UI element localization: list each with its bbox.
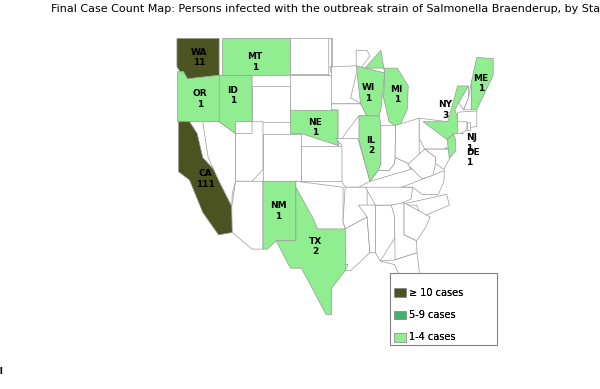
Polygon shape — [471, 58, 493, 110]
Polygon shape — [359, 116, 381, 181]
Text: MI
1: MI 1 — [391, 85, 403, 104]
Polygon shape — [290, 110, 338, 145]
Bar — [394, 288, 406, 297]
Polygon shape — [343, 187, 367, 229]
Text: ME
1: ME 1 — [473, 74, 489, 93]
Text: NM
1: NM 1 — [270, 202, 287, 221]
Text: IL
2: IL 2 — [367, 136, 376, 155]
Text: MT
1: MT 1 — [247, 53, 262, 72]
Polygon shape — [177, 39, 219, 79]
Polygon shape — [467, 122, 470, 130]
Polygon shape — [391, 203, 417, 260]
Polygon shape — [276, 187, 348, 315]
Polygon shape — [401, 170, 445, 194]
Bar — [394, 311, 406, 319]
Polygon shape — [329, 39, 370, 104]
Polygon shape — [365, 50, 408, 125]
Polygon shape — [232, 181, 263, 249]
Text: 1-4 cases: 1-4 cases — [409, 333, 456, 342]
Polygon shape — [458, 86, 469, 110]
Text: 5-9 cases: 5-9 cases — [409, 310, 456, 320]
Title: Final Case Count Map: Persons infected with the outbreak strain of Salmonella Br: Final Case Count Map: Persons infected w… — [52, 4, 600, 14]
Text: CA
111: CA 111 — [196, 169, 215, 189]
Text: 1-4 cases: 1-4 cases — [409, 333, 456, 342]
Polygon shape — [179, 122, 232, 235]
Polygon shape — [365, 187, 413, 205]
Polygon shape — [290, 39, 332, 74]
Text: 5-9 cases: 5-9 cases — [409, 310, 456, 320]
Polygon shape — [336, 138, 370, 187]
Polygon shape — [263, 181, 296, 249]
Polygon shape — [445, 148, 449, 163]
Polygon shape — [345, 217, 370, 271]
Polygon shape — [358, 205, 376, 253]
Polygon shape — [252, 86, 290, 122]
Polygon shape — [419, 118, 451, 149]
Polygon shape — [447, 134, 455, 159]
Polygon shape — [423, 86, 469, 140]
Polygon shape — [9, 386, 12, 389]
Text: OR
1: OR 1 — [193, 89, 207, 109]
FancyBboxPatch shape — [390, 273, 497, 345]
Text: ≥ 10 cases: ≥ 10 cases — [409, 287, 463, 298]
Polygon shape — [263, 134, 301, 181]
Polygon shape — [425, 149, 449, 169]
Polygon shape — [408, 149, 436, 179]
Text: HI
4: HI 4 — [0, 367, 2, 386]
Bar — [394, 311, 406, 319]
Polygon shape — [219, 75, 252, 134]
Polygon shape — [376, 205, 395, 261]
Bar — [394, 333, 406, 342]
Text: DE
1: DE 1 — [466, 148, 480, 167]
Polygon shape — [222, 39, 290, 75]
Bar — [394, 333, 406, 342]
Polygon shape — [236, 122, 263, 181]
Polygon shape — [380, 253, 422, 330]
Text: TX
2: TX 2 — [308, 237, 322, 256]
Polygon shape — [370, 158, 411, 181]
Polygon shape — [404, 203, 430, 241]
Text: ≥ 10 cases: ≥ 10 cases — [409, 287, 463, 298]
Bar — [394, 288, 406, 297]
Polygon shape — [0, 367, 2, 372]
Text: WI
1: WI 1 — [362, 83, 375, 103]
Polygon shape — [378, 125, 395, 170]
Polygon shape — [2, 373, 8, 379]
Polygon shape — [332, 104, 367, 145]
Polygon shape — [395, 118, 419, 169]
Polygon shape — [296, 181, 345, 229]
Polygon shape — [398, 194, 449, 217]
Polygon shape — [458, 122, 467, 134]
Polygon shape — [301, 145, 342, 181]
Polygon shape — [458, 111, 477, 128]
Polygon shape — [356, 66, 385, 116]
Text: NY
3: NY 3 — [439, 100, 452, 119]
Text: NE
1: NE 1 — [308, 118, 322, 137]
Text: NJ
1: NJ 1 — [466, 133, 477, 153]
Polygon shape — [464, 82, 471, 110]
Polygon shape — [178, 72, 222, 122]
Polygon shape — [203, 122, 236, 206]
Polygon shape — [290, 75, 332, 110]
Text: WA
11: WA 11 — [191, 48, 207, 67]
Text: ID
1: ID 1 — [227, 86, 238, 105]
